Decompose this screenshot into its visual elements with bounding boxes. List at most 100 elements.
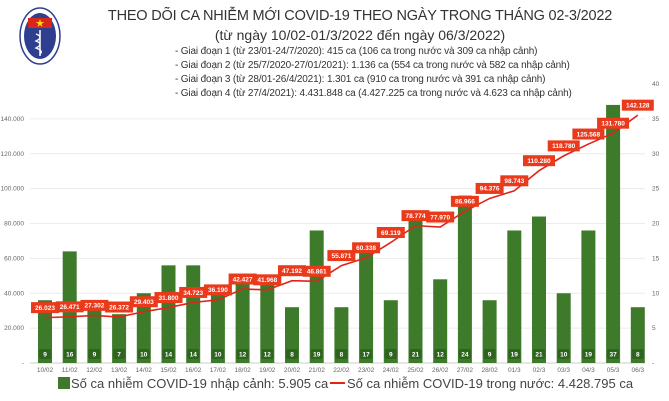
line-data-label-box	[203, 284, 232, 296]
bar-value-label: 12	[264, 352, 272, 359]
line-data-label: 131.780	[601, 121, 625, 128]
stage-4-summary: - Giai đoạn 4 (từ 27/4/2021): 4.431.848 …	[175, 88, 572, 99]
bar-value-label: 14	[165, 352, 173, 359]
bar	[482, 300, 497, 363]
bar-value-label: 7	[117, 352, 121, 359]
bar	[359, 244, 374, 363]
line-data-label-box	[401, 210, 430, 222]
line-data-label: 55.871	[331, 253, 351, 260]
bar-value-label: 17	[362, 352, 370, 359]
bar-value-badge	[533, 349, 545, 359]
line-series: 26.023 26.471 27.302 26.372 29.403 31.800 34.7…	[31, 99, 654, 319]
line-data-label-box	[500, 175, 529, 187]
x-axis-tick-label: 24/02	[383, 367, 400, 374]
bar-value-badge	[236, 349, 249, 359]
x-axis-tick-label: 15/02	[160, 367, 177, 374]
line-data-label: 26.372	[109, 304, 129, 311]
line-data-label: 60.338	[356, 245, 376, 252]
right-axis-tick-label: 20	[652, 221, 660, 228]
line-data-label-box	[426, 211, 455, 223]
bar-value-label: 21	[412, 352, 420, 359]
x-axis-tick-label: 26/02	[432, 367, 449, 374]
right-axis-tick-label: 40	[652, 81, 660, 88]
bar-value-badge	[310, 349, 323, 359]
bar-value-badge	[113, 349, 126, 359]
line-data-label-box	[572, 128, 605, 140]
line-data-label: 94.376	[480, 186, 500, 193]
x-axis-tick-label: 16/02	[185, 367, 202, 374]
bar-value-label: 21	[535, 352, 543, 359]
x-axis-tick-label: 25/02	[407, 367, 424, 374]
bar	[38, 300, 52, 363]
bar-value-badge	[631, 349, 644, 359]
bar	[383, 300, 398, 363]
bar-value-label: 9	[43, 352, 47, 359]
left-axis-tick-label: 60.000	[4, 255, 24, 262]
bar-value-badge	[607, 349, 620, 359]
left-axis-tick-label: -	[22, 360, 24, 367]
bar	[235, 279, 250, 363]
ministry-of-health-logo	[19, 7, 61, 65]
right-axis-tick-label: 5	[652, 325, 656, 332]
x-axis-tick-label: 19/02	[259, 367, 276, 374]
bar-value-label: 9	[93, 352, 97, 359]
bar-value-label: 16	[66, 352, 74, 359]
line-data-label-box	[278, 265, 306, 277]
bar-value-badge	[557, 349, 570, 359]
line-data-label-box	[31, 302, 59, 314]
bar-value-badge	[335, 349, 348, 359]
line-data-label-box	[129, 296, 158, 308]
bar-value-label: 24	[461, 352, 469, 359]
line-data-label-box	[352, 242, 381, 254]
bar	[210, 293, 225, 363]
right-axis-tick-label: -	[652, 360, 654, 367]
right-axis-tick-label: 30	[652, 151, 660, 158]
bar-value-label: 14	[190, 352, 198, 359]
bar	[581, 230, 596, 363]
bar-value-label: 12	[239, 352, 247, 359]
bar-value-label: 19	[585, 352, 593, 359]
bar-value-label: 9	[389, 352, 393, 359]
line-data-label: 42.427	[233, 276, 253, 283]
right-axis-tick-label: 15	[652, 255, 660, 262]
legend-swatch-bar	[58, 377, 70, 389]
x-axis-tick-label: 27/02	[457, 367, 474, 374]
line-data-label: 118.780	[552, 143, 576, 150]
line-data-label-box	[179, 286, 208, 298]
legend-label-line: Số ca nhiễm COVID-19 trong nước: 4.428.7…	[347, 376, 634, 391]
header: THEO DÕI CA NHIỄM MỚI COVID-19 THEO NGÀY…	[0, 0, 669, 110]
bar	[309, 230, 324, 363]
bar	[186, 265, 201, 363]
line-data-label: 41.968	[257, 277, 277, 284]
line-data-label-box	[547, 140, 580, 152]
line-data-label-box	[450, 195, 479, 207]
bar-value-badge	[458, 349, 471, 359]
x-axis-tick-label: 11/02	[62, 367, 78, 374]
line-data-label-box	[621, 99, 654, 111]
bar	[433, 279, 448, 363]
line-data-label: 26.471	[60, 304, 80, 311]
bar-value-label: 19	[313, 352, 321, 359]
x-axis-tick-label: 18/02	[234, 367, 251, 374]
legend: Số ca nhiễm COVID-19 nhập cảnh: 5.905 ca…	[58, 376, 634, 391]
line-data-label: 125.568	[577, 131, 601, 138]
line-data-label-box	[327, 250, 356, 262]
x-axis-tick-label: 20/02	[284, 367, 301, 374]
chart-subtitle: (từ ngày 10/02-01/3/2022 đến ngày 06/3/2…	[214, 27, 506, 43]
bar-value-badge	[211, 349, 224, 359]
x-axis-tick-label: 06/3	[631, 367, 644, 374]
bar	[161, 265, 176, 363]
line-data-label: 26.023	[35, 305, 55, 312]
left-axis-tick-label: 100.000	[1, 186, 25, 193]
bar-value-label: 19	[511, 352, 519, 359]
line-data-label: 77.970	[430, 214, 450, 221]
bar-value-label: 10	[140, 352, 148, 359]
bar-value-badge	[286, 349, 298, 359]
line-data-label: 31.800	[159, 295, 179, 302]
stage-3-summary: - Giai đoạn 3 (từ 28/01-26/4/2021): 1.30…	[175, 74, 546, 85]
right-axis-tick-label: 35	[652, 116, 660, 123]
line-data-label: 29.403	[134, 299, 154, 306]
line-data-label-box	[105, 301, 134, 313]
bar-value-label: 8	[290, 352, 294, 359]
